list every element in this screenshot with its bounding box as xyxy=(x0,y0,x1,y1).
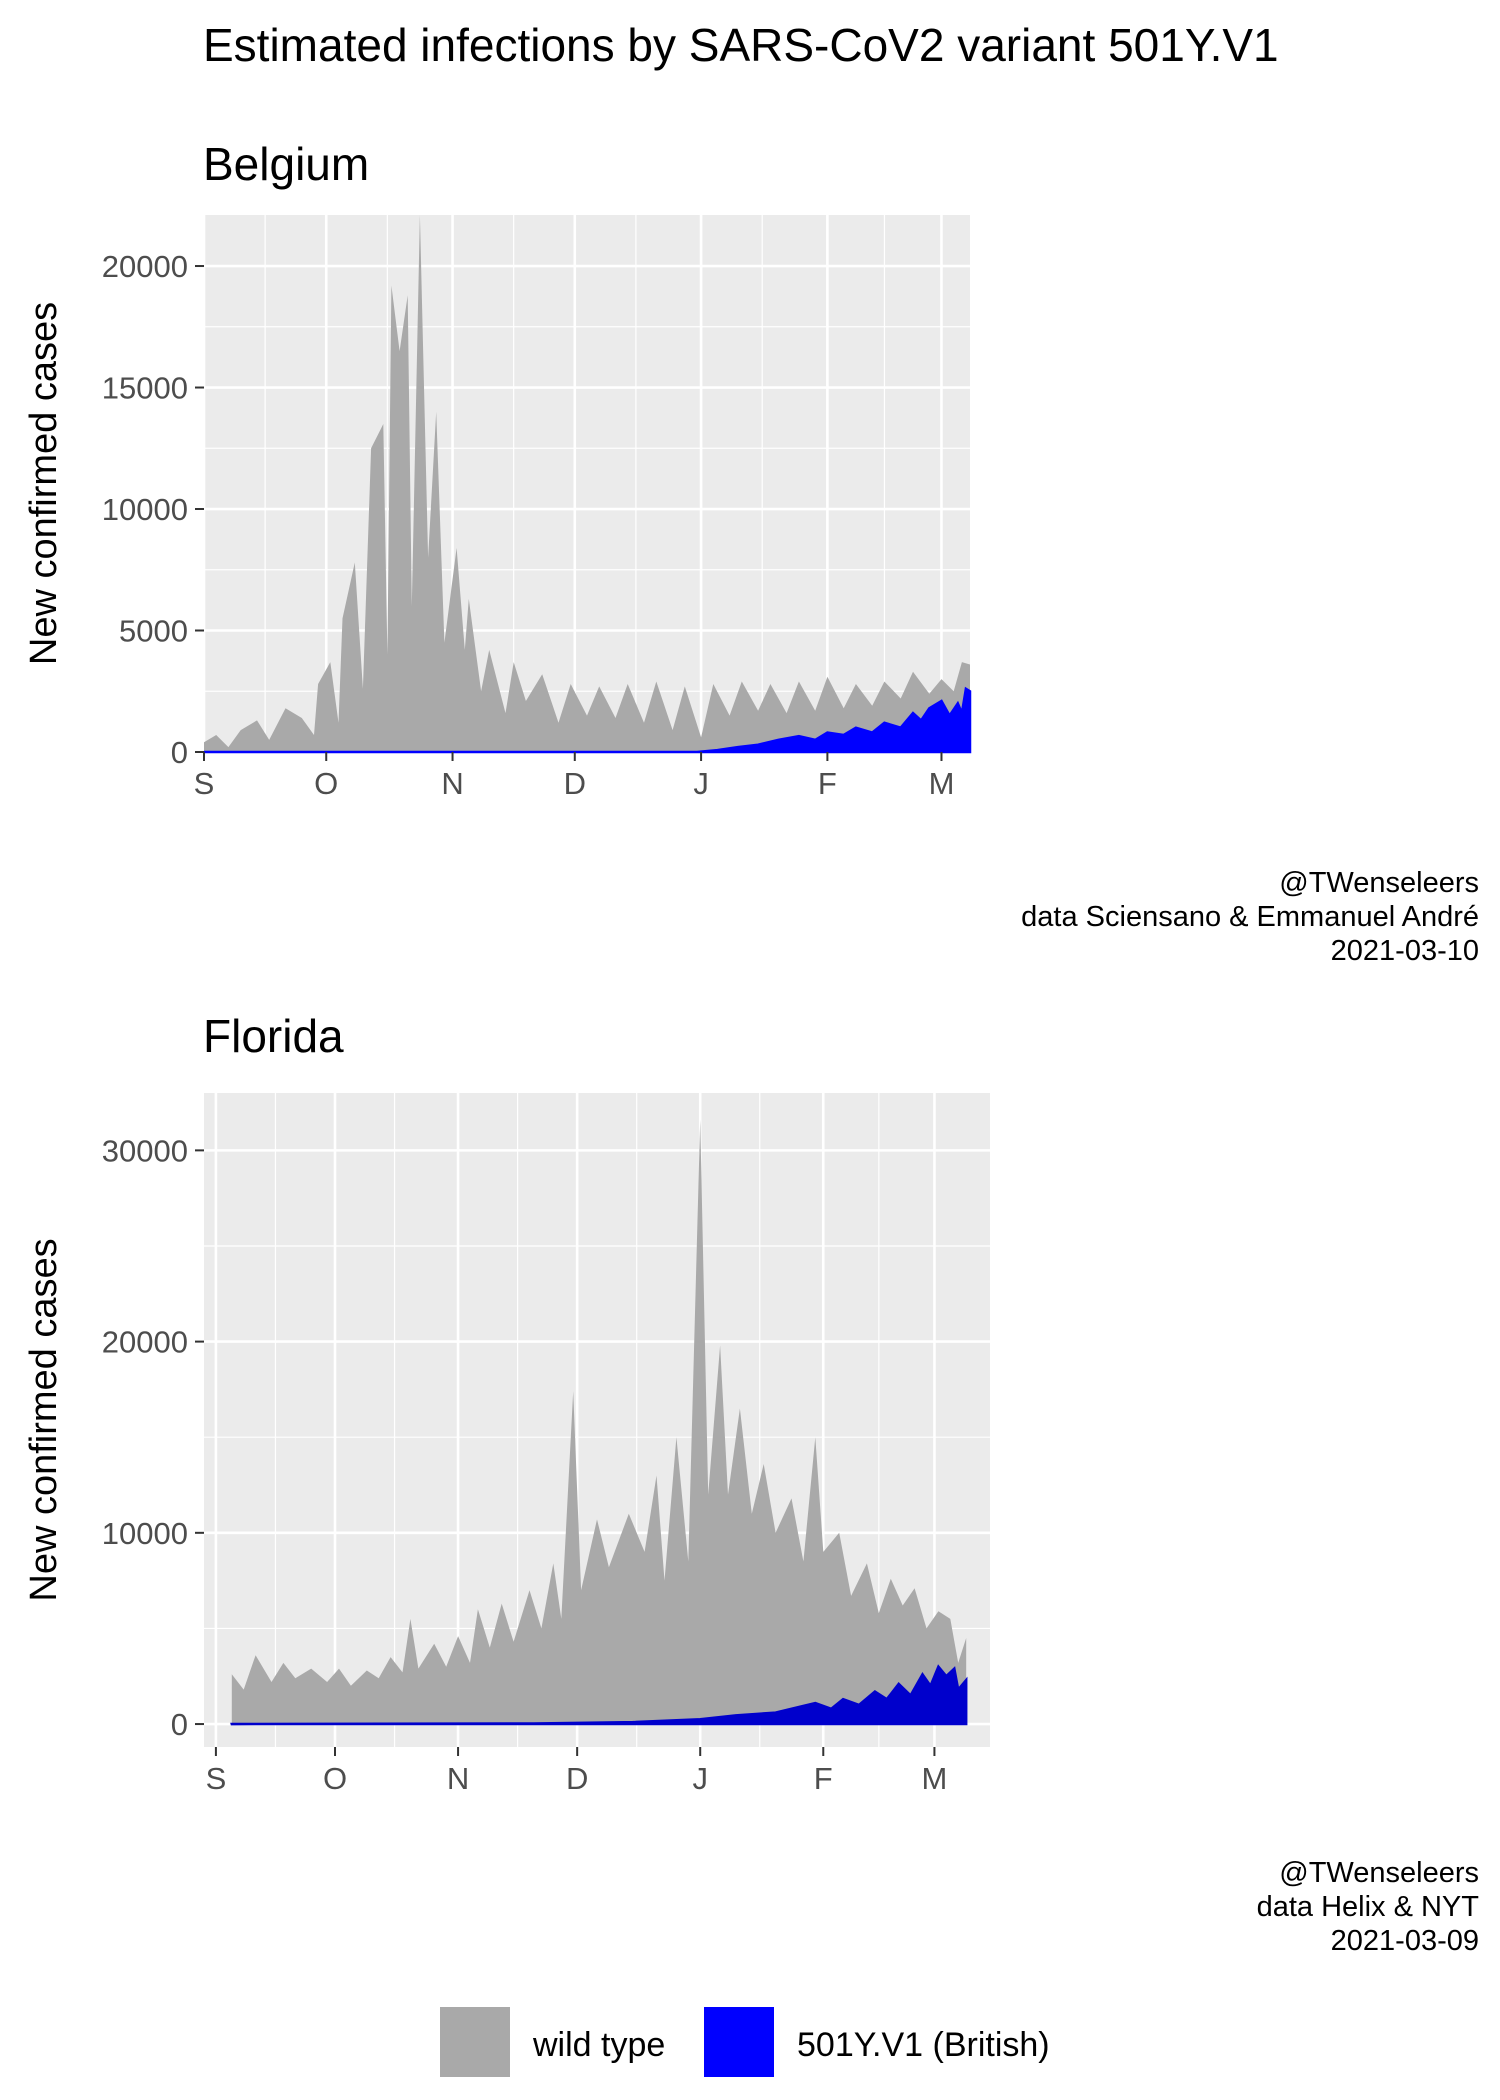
y-tick-label: 30000 xyxy=(102,1133,188,1168)
legend-label-british-variant: 501Y.V1 (British) xyxy=(797,2026,1050,2064)
x-tick-label: D xyxy=(564,766,586,801)
belgium-panel: Belgium 0 5000 10000 15000 20000 S O N D J F M New co… xyxy=(23,138,1479,967)
y-tick-label: 10000 xyxy=(102,492,188,527)
figure-title: Estimated infections by SARS-CoV2 varian… xyxy=(203,19,1279,71)
panel-title: Florida xyxy=(203,1010,344,1062)
y-tick-label: 5000 xyxy=(119,614,188,649)
y-tick-label: 0 xyxy=(171,735,188,770)
plot-background xyxy=(204,215,970,752)
x-tick-label: F xyxy=(818,766,837,801)
panel-title: Belgium xyxy=(203,138,369,190)
caption-line: data Sciensano & Emmanuel André xyxy=(1021,901,1479,933)
caption-line: 2021-03-09 xyxy=(1331,1925,1479,1957)
legend-label-wild-type: wild type xyxy=(532,2026,665,2064)
x-tick-label: O xyxy=(323,1761,347,1796)
x-tick-label: N xyxy=(441,766,463,801)
legend: wild type 501Y.V1 (British) xyxy=(440,2007,1050,2077)
caption-line: 2021-03-10 xyxy=(1331,935,1479,967)
wild-type-area xyxy=(204,215,970,752)
x-tick-label: O xyxy=(314,766,338,801)
y-tick-label: 20000 xyxy=(102,249,188,284)
x-tick-label: N xyxy=(447,1761,469,1796)
british-variant-area xyxy=(230,1664,968,1726)
x-tick-label: S xyxy=(206,1761,227,1796)
x-tick-label: F xyxy=(814,1761,833,1796)
y-tick-label: 20000 xyxy=(102,1325,188,1360)
x-tick-label: J xyxy=(693,766,709,801)
x-tick-label: D xyxy=(566,1761,588,1796)
caption-line: @TWenseleers xyxy=(1279,867,1479,899)
y-tick-label: 0 xyxy=(171,1707,188,1742)
florida-panel: Florida 0 10000 20000 30000 S O N D J F M New confir… xyxy=(23,1010,1479,1957)
british-variant-area xyxy=(204,686,972,754)
caption-line: data Helix & NYT xyxy=(1257,1891,1480,1923)
legend-key-wild-type xyxy=(440,2007,510,2077)
x-tick-label: M xyxy=(922,1761,948,1796)
y-axis-label: New confirmed cases xyxy=(23,302,65,665)
x-tick-label: J xyxy=(692,1761,708,1796)
x-tick-label: M xyxy=(929,766,955,801)
y-axis-label: New confirmed cases xyxy=(23,1238,65,1601)
caption-line: @TWenseleers xyxy=(1279,1857,1479,1889)
wild-type-area xyxy=(231,1119,967,1725)
legend-key-british-variant xyxy=(704,2007,774,2077)
y-tick-label: 15000 xyxy=(102,371,188,406)
x-tick-label: S xyxy=(194,766,215,801)
y-tick-label: 10000 xyxy=(102,1516,188,1551)
